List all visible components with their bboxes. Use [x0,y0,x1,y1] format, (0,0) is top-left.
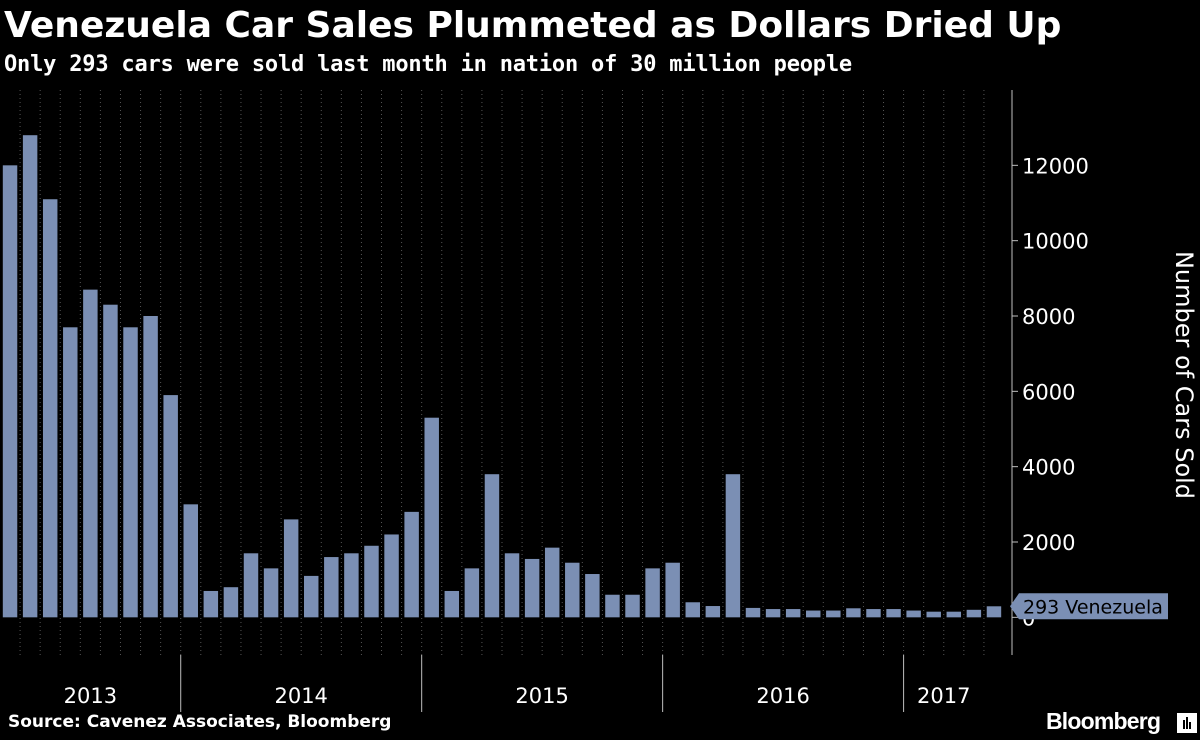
y-axis-label: Number of Cars Sold [1170,251,1198,499]
bar [785,609,801,618]
bar [163,395,178,618]
bar [705,606,721,618]
bar [464,568,480,618]
bar-series [2,135,1002,618]
bar [906,610,921,618]
bar [223,587,239,618]
bar [926,611,941,618]
bar [966,609,982,618]
bar [203,590,219,618]
bar [324,557,339,618]
bar [364,545,379,618]
y-tick-label: 10000 [1022,230,1089,254]
y-tick-label: 6000 [1022,380,1075,404]
bar [565,562,580,618]
bar [806,610,821,618]
bloomberg-logo: Bloomberg [1046,708,1161,734]
bar [765,609,781,618]
bar [826,610,841,618]
x-year-label: 2013 [64,684,117,708]
axes: 0200040006000800010000120002013201420152… [64,90,1168,712]
chart-title: Venezuela Car Sales Plummeted as Dollars… [4,5,1062,46]
bar [344,553,359,618]
bloomberg-mark-icon [1177,713,1197,733]
bar [645,568,660,618]
bar [2,165,18,618]
bar [685,602,700,618]
bar [946,611,962,618]
bar [22,135,38,618]
bar [544,547,560,618]
y-tick-label: 2000 [1022,531,1075,555]
bar [986,606,1002,618]
bar [504,553,520,618]
bar [524,558,540,618]
bar [866,609,881,618]
bar [283,519,299,618]
bar [846,608,861,618]
bar [243,553,259,618]
bar [625,594,640,618]
bar [484,474,500,618]
annotation-label: 293 Venezuela [1023,596,1163,618]
bar [83,289,98,618]
y-tick-label: 12000 [1022,154,1089,178]
chart-subtitle: Only 293 cars were sold last month in na… [4,52,852,77]
x-year-label: 2015 [515,684,568,708]
x-year-label: 2014 [274,684,327,708]
bar [143,316,158,618]
x-year-label: 2016 [756,684,809,708]
bar [745,607,761,618]
bar [665,562,680,618]
bar [103,304,118,618]
bar [123,327,138,618]
bar [886,609,901,618]
bar [605,594,620,618]
bar [263,568,279,618]
bar [183,504,198,618]
bar [304,575,319,618]
bar [725,474,741,618]
annotation-tag [1010,593,1168,620]
y-tick-label: 8000 [1022,305,1075,329]
bar [384,534,399,618]
x-year-label: 2017 [917,684,970,708]
bar [404,511,419,618]
bar [63,327,78,618]
y-tick-label: 4000 [1022,456,1075,480]
bar [424,417,439,618]
bar [42,199,58,618]
bar [444,590,460,618]
bar [585,574,600,618]
source-note: Source: Cavenez Associates, Bloomberg [8,712,392,732]
